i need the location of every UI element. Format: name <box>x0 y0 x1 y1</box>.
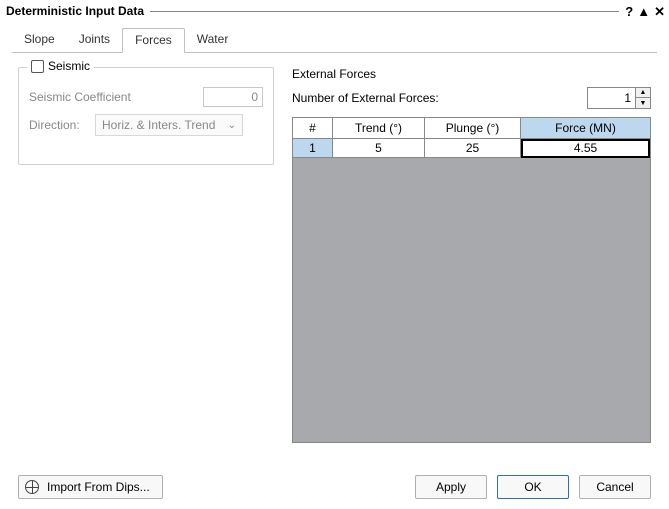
tab-slope[interactable]: Slope <box>12 28 67 53</box>
import-button-label: Import From Dips... <box>47 480 150 494</box>
col-header-plunge: Plunge (°) <box>425 118 521 139</box>
external-forces-panel: External Forces Number of External Force… <box>292 67 651 443</box>
collapse-icon[interactable]: ▲ <box>637 5 650 18</box>
seismic-coef-input <box>203 87 263 107</box>
titlebar: Deterministic Input Data ? ▲ ✕ <box>0 0 669 22</box>
window-title: Deterministic Input Data <box>6 4 144 18</box>
apply-button[interactable]: Apply <box>415 475 487 499</box>
tab-bar: Slope Joints Forces Water <box>12 28 657 53</box>
ef-count-label: Number of External Forces: <box>292 91 439 105</box>
titlebar-separator <box>150 11 619 12</box>
tab-joints[interactable]: Joints <box>67 28 122 53</box>
seismic-direction-combo: Horiz. & Inters. Trend ⌄ <box>95 114 243 136</box>
cell-row-index[interactable]: 1 <box>293 139 333 158</box>
cell-trend[interactable]: 5 <box>333 139 425 158</box>
seismic-coef-label: Seismic Coefficient <box>29 90 203 104</box>
seismic-group: Seismic Seismic Coefficient Direction: H… <box>18 67 274 165</box>
col-header-trend: Trend (°) <box>333 118 425 139</box>
table-header-row: # Trend (°) Plunge (°) Force (MN) <box>293 118 650 139</box>
chevron-down-icon: ⌄ <box>228 120 236 131</box>
table-row: 1 5 25 4.55 <box>293 139 650 158</box>
seismic-direction-value: Horiz. & Inters. Trend <box>102 118 215 132</box>
seismic-group-label: Seismic <box>48 59 90 73</box>
ef-count-spinner[interactable]: ▲ ▼ <box>587 87 651 109</box>
ef-count-input[interactable] <box>587 87 635 109</box>
external-forces-table[interactable]: # Trend (°) Plunge (°) Force (MN) 1 5 25… <box>292 117 651 443</box>
bottom-bar: Import From Dips... Apply OK Cancel <box>0 475 669 499</box>
seismic-direction-label: Direction: <box>29 118 95 132</box>
external-forces-title: External Forces <box>292 67 651 81</box>
tab-water[interactable]: Water <box>185 28 241 53</box>
spinner-down-icon[interactable]: ▼ <box>636 98 650 108</box>
cell-plunge[interactable]: 25 <box>425 139 521 158</box>
col-header-force: Force (MN) <box>521 118 650 139</box>
spinner-up-icon[interactable]: ▲ <box>636 88 650 98</box>
tab-forces[interactable]: Forces <box>122 28 185 53</box>
col-header-index: # <box>293 118 333 139</box>
help-icon[interactable]: ? <box>625 5 633 18</box>
ok-button[interactable]: OK <box>497 475 569 499</box>
cell-force[interactable]: 4.55 <box>521 139 650 158</box>
seismic-checkbox[interactable] <box>31 60 44 73</box>
import-from-dips-button[interactable]: Import From Dips... <box>18 475 163 499</box>
globe-icon <box>25 480 39 494</box>
cancel-button[interactable]: Cancel <box>579 475 651 499</box>
close-icon[interactable]: ✕ <box>654 5 665 18</box>
